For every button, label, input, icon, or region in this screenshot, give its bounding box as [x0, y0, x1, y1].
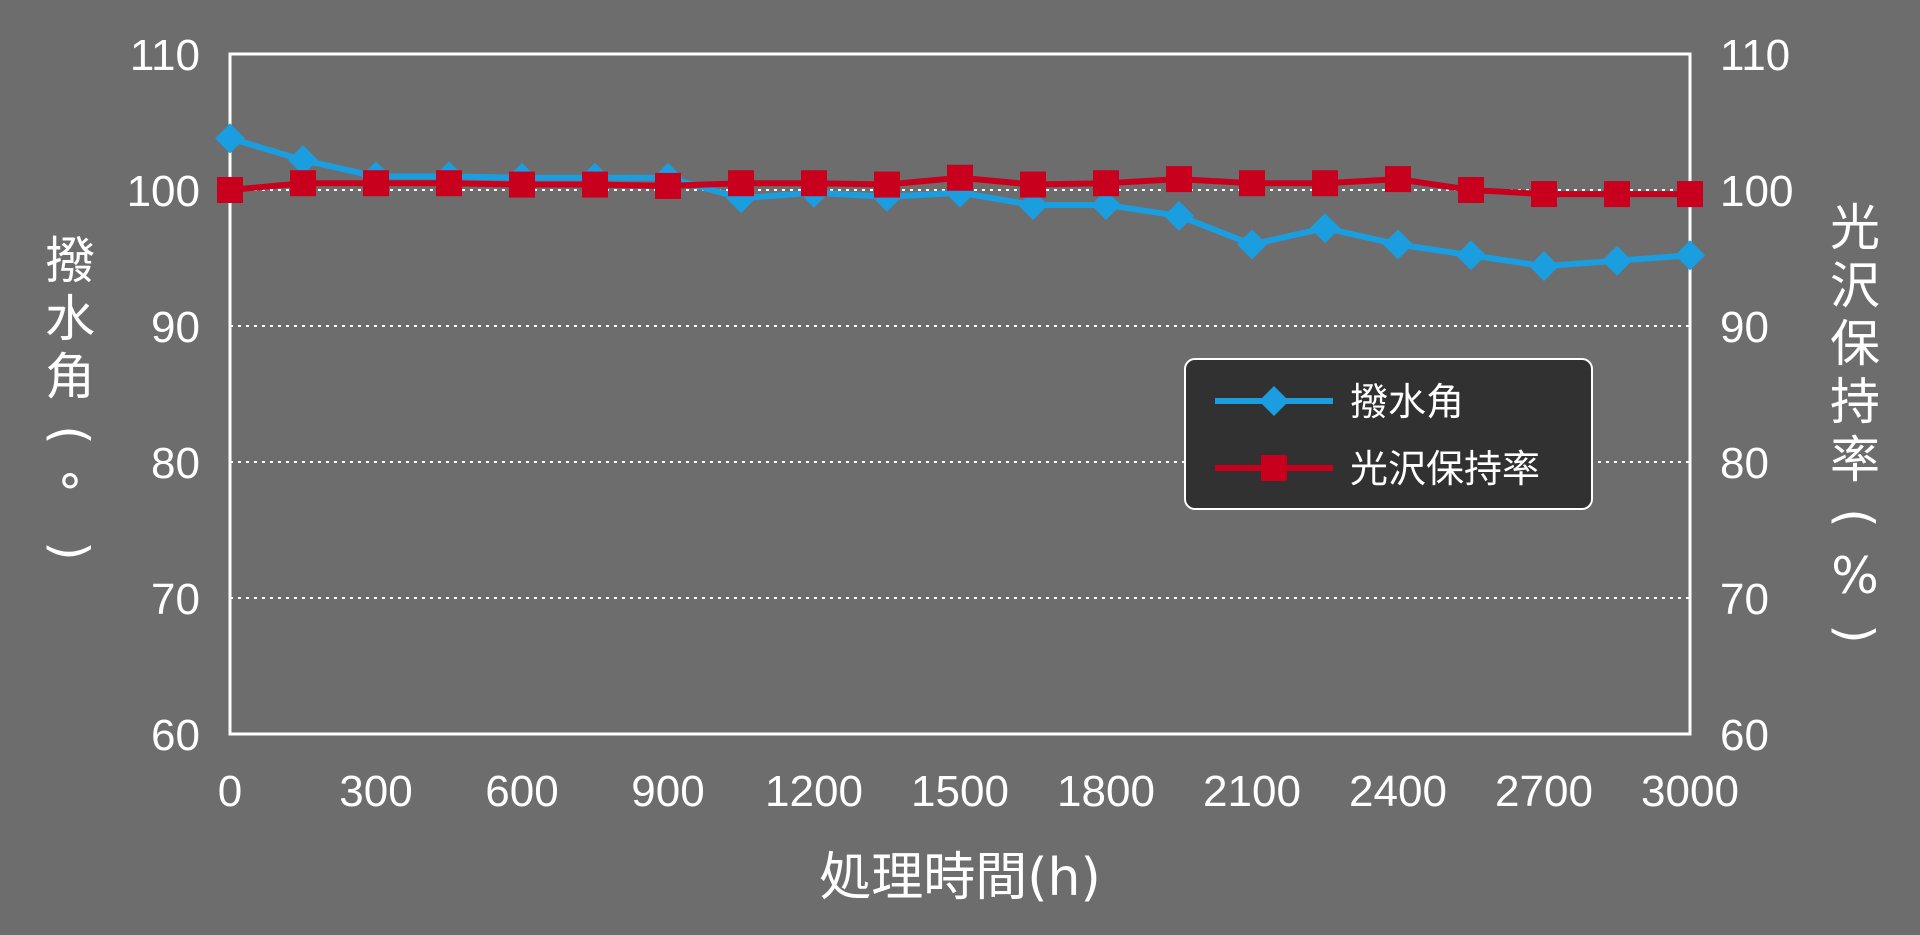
data-point-square: [801, 170, 827, 197]
data-point-square: [1239, 170, 1265, 197]
data-point-square: [290, 170, 316, 197]
data-point-square: [1166, 166, 1192, 193]
left-tick-label: 80: [151, 439, 200, 488]
data-point-diamond: [1237, 229, 1267, 260]
left-tick-label: 60: [151, 711, 200, 760]
left-axis-label-char: (: [41, 425, 99, 445]
data-point-square: [874, 171, 900, 198]
data-point-square: [1677, 181, 1703, 208]
data-point-square: [1312, 170, 1338, 197]
data-point-square: [1604, 181, 1630, 208]
data-point-square: [655, 172, 681, 199]
legend-marker-square-icon: [1261, 455, 1287, 481]
data-point-diamond: [1164, 200, 1194, 231]
left-axis-label-char: 撥: [45, 232, 95, 290]
right-axis-label-char: 光: [1830, 199, 1880, 257]
right-axis-label-char: 沢: [1830, 257, 1880, 315]
data-point-square: [1093, 170, 1119, 197]
data-point-square: [1020, 171, 1046, 198]
data-point-square: [1531, 181, 1557, 208]
data-point-square: [582, 171, 608, 198]
right-axis-label-char: 持: [1830, 373, 1880, 431]
left-axis-label-char: 水: [45, 290, 95, 348]
right-tick-label: 110: [1720, 31, 1790, 80]
data-point-square: [217, 177, 243, 203]
legend-label-water-angle: 撥水角: [1350, 380, 1464, 424]
right-axis-label-char: 率: [1830, 431, 1880, 489]
data-point-square: [1385, 166, 1411, 193]
right-tick-label: 100: [1720, 167, 1793, 216]
data-point-diamond: [215, 123, 245, 154]
left-tick-label: 90: [151, 303, 200, 352]
x-tick-label: 300: [339, 767, 412, 816]
x-tick-label: 2100: [1203, 767, 1301, 816]
data-point-square: [509, 171, 535, 198]
right-tick-label: 70: [1720, 575, 1769, 624]
data-point-diamond: [1675, 240, 1705, 271]
x-tick-label: 900: [631, 767, 704, 816]
x-axis-tick-labels: 0 300 600 900 1200 1500 1800 2100 2400 2700 3000: [218, 767, 1739, 816]
series-group: [215, 123, 1705, 282]
data-point-diamond: [288, 145, 318, 176]
x-tick-label: 1200: [765, 767, 863, 816]
data-point-diamond: [1529, 251, 1559, 282]
right-axis-label-char: (: [1826, 508, 1884, 528]
data-point-diamond: [1091, 189, 1121, 220]
data-point-diamond: [1602, 245, 1632, 276]
data-point-square: [1458, 177, 1484, 203]
right-axis-label-char: %: [1831, 547, 1879, 605]
x-tick-label: 0: [218, 767, 242, 816]
x-tick-label: 2400: [1349, 767, 1447, 816]
right-tick-label: 80: [1720, 439, 1769, 488]
data-point-diamond: [1310, 213, 1340, 244]
x-tick-label: 1800: [1057, 767, 1155, 816]
left-tick-label: 70: [151, 575, 200, 624]
data-point-square: [436, 170, 462, 197]
legend: 撥水角 光沢保持率: [1184, 358, 1593, 510]
left-axis-tick-labels: 60 70 80 90 100 110: [127, 31, 200, 760]
right-axis-label: 光沢保持率 (%): [1826, 199, 1884, 644]
data-point-square: [728, 170, 754, 197]
left-axis-label-char: 角: [45, 348, 95, 406]
data-point-square: [363, 170, 389, 197]
x-tick-label: 2700: [1495, 767, 1593, 816]
right-axis-label-char: 保: [1830, 315, 1880, 373]
right-axis-tick-labels: 60 70 80 90 100 110: [1720, 31, 1793, 760]
right-axis-label-char: ): [1826, 624, 1884, 644]
left-axis-label-char: °: [58, 464, 83, 522]
left-tick-label: 100: [127, 167, 200, 216]
plot-area-frame: [228, 52, 1692, 736]
legend-marker-diamond-icon: [1259, 386, 1289, 416]
x-axis-label: 処理時間(h): [819, 848, 1101, 908]
data-point-diamond: [1383, 229, 1413, 260]
left-tick-label: 110: [130, 31, 200, 80]
data-point-square: [947, 164, 973, 191]
data-point-diamond: [1456, 240, 1486, 271]
left-axis-label-char: ): [41, 541, 99, 561]
right-tick-label: 90: [1720, 303, 1769, 352]
legend-label-gloss-retention: 光沢保持率: [1350, 447, 1540, 491]
x-tick-label: 600: [485, 767, 558, 816]
x-tick-label: 1500: [911, 767, 1009, 816]
right-tick-label: 60: [1720, 711, 1769, 760]
left-axis-label: 撥水角 ( °): [41, 232, 99, 561]
x-tick-label: 3000: [1641, 767, 1739, 816]
